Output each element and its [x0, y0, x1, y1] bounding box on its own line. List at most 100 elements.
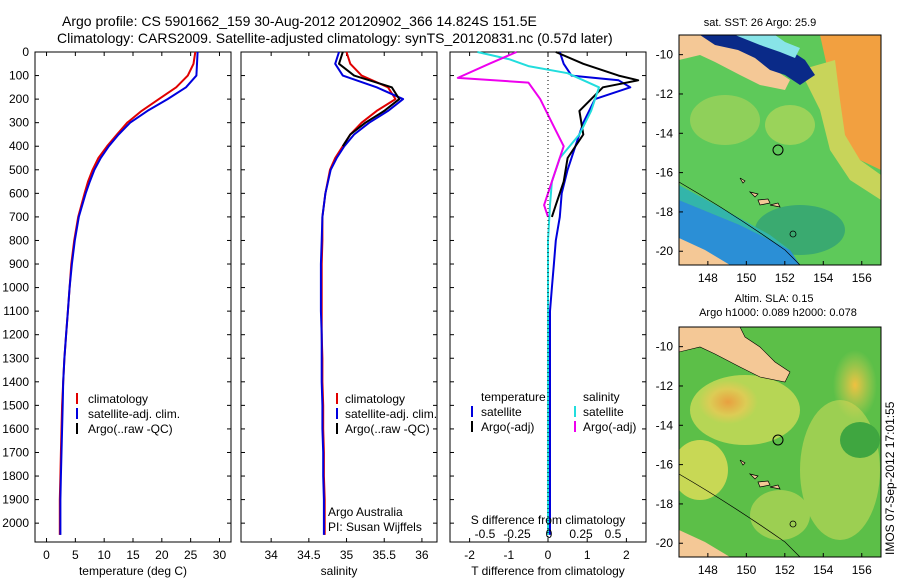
depth-tick-label: 500: [9, 163, 29, 177]
sst-patch: [765, 105, 815, 145]
x-tick-label: 34: [264, 548, 278, 562]
depth-tick-label: 0: [22, 45, 29, 59]
sla-land-png: [679, 327, 791, 383]
map-y-tick-label: -20: [656, 536, 674, 550]
depth-tick-label: 900: [9, 257, 29, 271]
x-tick-label: -2: [464, 548, 475, 562]
depth-tick-label: 700: [9, 210, 29, 224]
sst-cloud-edge: [735, 35, 800, 58]
sla-land-australia: [679, 530, 730, 557]
map-x-tick-label: 156: [852, 563, 872, 577]
x-tick-label: 30: [213, 548, 227, 562]
salinity-diff-ticks: -0.5 -0.25 0 0.25 0.5: [475, 527, 622, 541]
depth-tick-label: 1800: [2, 469, 29, 483]
title-line-2: Climatology: CARS2009. Satellite-adjuste…: [57, 30, 613, 46]
sst-patch: [690, 95, 760, 145]
sla-map-frame: [678, 326, 882, 558]
map-y-tick-label: -12: [656, 379, 674, 393]
legend-label-climatology: climatology: [88, 392, 148, 406]
sst-cool-coast: [679, 200, 800, 265]
x-tick-label: -1: [503, 548, 514, 562]
depth-tick-label: 800: [9, 233, 29, 247]
depth-tick-label: 1600: [2, 422, 29, 436]
legend-label-satellite: satellite-adj. clim.: [345, 407, 437, 421]
series-line-climatology: [320, 51, 397, 535]
sst-reef-marker: [789, 230, 797, 238]
s-diff-tick-label: 0.25: [569, 527, 593, 541]
depth-tick-label: 1000: [2, 281, 29, 295]
sst-cloud: [700, 35, 815, 85]
map-y-tick-label: -10: [656, 340, 674, 354]
s-diff-tick-label: 0.5: [605, 527, 622, 541]
x-tick-label: 35.5: [373, 548, 397, 562]
temperature-legend: climatology satellite-adj. clim. Argo(..…: [76, 392, 180, 436]
sst-y-ticks: -10 -12 -14 -16 -18 -20: [656, 48, 683, 258]
x-tick-label: 25: [184, 548, 198, 562]
map-x-tick-label: 156: [852, 271, 872, 285]
difference-xlabel: T difference from climatology: [471, 564, 625, 578]
x-tick-label: 36: [415, 548, 429, 562]
x-tick-label: 34.5: [297, 548, 321, 562]
imos-timestamp: IMOS 07-Sep-2012 17:01:55: [883, 401, 897, 555]
sst-map-title: sat. SST: 26 Argo: 25.9: [704, 17, 817, 29]
difference-legend: temperature salinity satellite Argo(-adj…: [471, 390, 636, 434]
depth-tick-label: 1300: [2, 351, 29, 365]
x-tick-label: 20: [155, 548, 169, 562]
map-y-tick-label: -14: [656, 126, 674, 140]
series-line-argo-raw-qc-: [338, 51, 401, 147]
depth-tick-label: 2000: [2, 516, 29, 530]
map-y-tick-label: -20: [656, 244, 674, 258]
depth-tick-label: 1400: [2, 375, 29, 389]
sla-contour: [679, 473, 801, 557]
map-x-tick-label: 150: [736, 563, 756, 577]
legend-label-s-argo: Argo(-adj): [583, 420, 636, 434]
legend-header-salinity: salinity: [583, 390, 620, 404]
sst-land-australia: [679, 238, 730, 265]
sst-map: [679, 35, 881, 265]
tick-marks: [35, 51, 646, 542]
sla-islands: [739, 459, 781, 490]
depth-tick-label: 1200: [2, 328, 29, 342]
map-x-tick-label: 150: [736, 271, 756, 285]
depth-tick-label: 600: [9, 186, 29, 200]
map-x-tick-label: 152: [775, 563, 795, 577]
series-line-s-argo-adj-: [456, 51, 565, 218]
map-x-tick-label: 148: [698, 563, 718, 577]
sla-map: [679, 327, 881, 557]
temperature-series: [58, 51, 199, 535]
map-x-tick-label: 148: [698, 271, 718, 285]
x-tick-label: 2: [623, 548, 630, 562]
map-y-tick-label: -18: [656, 205, 674, 219]
x-tick-label: 1: [584, 548, 591, 562]
salinity-x-ticks: 34 34.5 35 35.5 36: [264, 548, 428, 562]
sst-contour: [679, 181, 801, 265]
map-y-tick-label: -16: [656, 166, 674, 180]
x-tick-label: 15: [126, 548, 140, 562]
x-tick-label: 0: [545, 548, 552, 562]
sst-cool-coast-fringe: [679, 185, 790, 250]
salinity-xlabel: salinity: [321, 564, 358, 578]
series-line-satellite-adj-clim-: [59, 51, 199, 535]
difference-series: [456, 51, 640, 542]
depth-tick-label: 1500: [2, 398, 29, 412]
depth-axis: 0 100 200 300 400 500 600 700 800 900 1000 1100 1200…: [2, 45, 29, 530]
sst-map-frame: [678, 34, 882, 266]
legend-label-satellite: satellite-adj. clim.: [88, 407, 180, 421]
map-x-tick-label: 152: [775, 271, 795, 285]
depth-tick-label: 1100: [3, 304, 29, 318]
map-y-tick-label: -18: [656, 497, 674, 511]
salinity-series: [319, 51, 405, 535]
temperature-axes: [34, 51, 232, 543]
title-line-1: Argo profile: CS 5901662_159 30-Aug-2012…: [62, 13, 537, 29]
x-tick-label: 10: [97, 548, 111, 562]
depth-tick-label: 1900: [2, 493, 29, 507]
map-x-tick-label: 154: [813, 563, 833, 577]
x-tick-label: 0: [43, 548, 50, 562]
sla-high: [833, 350, 877, 420]
depth-tick-label: 1700: [2, 445, 29, 459]
series-line-satellite-adj-clim-: [319, 51, 405, 535]
legend-label-climatology: climatology: [345, 392, 405, 406]
temperature-xlabel: temperature (deg C): [79, 564, 187, 578]
sst-islands: [739, 177, 781, 208]
